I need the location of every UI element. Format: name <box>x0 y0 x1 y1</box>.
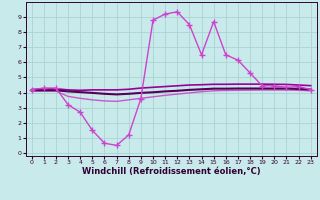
X-axis label: Windchill (Refroidissement éolien,°C): Windchill (Refroidissement éolien,°C) <box>82 167 260 176</box>
